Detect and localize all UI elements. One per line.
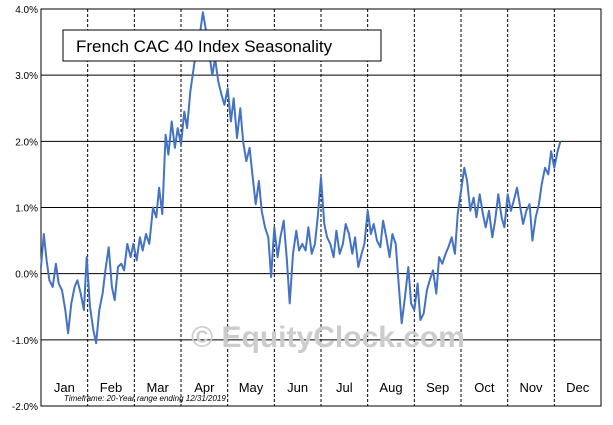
timeframe-footnote: Timeframe: 20-Year range ending 12/31/20… <box>64 394 226 403</box>
month-label: Jan <box>54 380 75 395</box>
y-tick-label: 3.0% <box>15 71 38 82</box>
month-label: Oct <box>474 380 495 395</box>
y-tick-label: 1.0% <box>15 204 38 215</box>
month-label: May <box>239 380 264 395</box>
month-label: Dec <box>566 380 590 395</box>
watermark: © EquityClock.com <box>191 321 465 354</box>
y-tick-label: 2.0% <box>15 137 38 148</box>
month-label: Sep <box>426 380 449 395</box>
month-label: Jul <box>336 380 353 395</box>
y-tick-label: 0.0% <box>15 270 38 281</box>
y-tick-label: -2.0% <box>12 402 38 413</box>
x-axis-ticks: Jan Feb Mar Apr May Jun Jul Aug Sep Oct Nov Dec <box>54 380 590 395</box>
month-label: Mar <box>146 380 169 395</box>
month-label: Apr <box>194 380 215 395</box>
grid-layer <box>41 8 601 407</box>
y-axis-ticks: -2.0% -1.0% 0.0% 1.0% 2.0% 3.0% 4.0% <box>12 5 38 413</box>
title-box <box>62 29 382 62</box>
series-line <box>40 11 562 345</box>
y-tick-label: 4.0% <box>15 5 38 16</box>
month-label: Jun <box>287 380 308 395</box>
chart-title: French CAC 40 Index Seasonality <box>76 37 333 56</box>
y-tick-label: -1.0% <box>12 336 38 347</box>
month-label: Aug <box>379 380 402 395</box>
month-label: Feb <box>100 380 122 395</box>
month-label: Nov <box>519 380 543 395</box>
